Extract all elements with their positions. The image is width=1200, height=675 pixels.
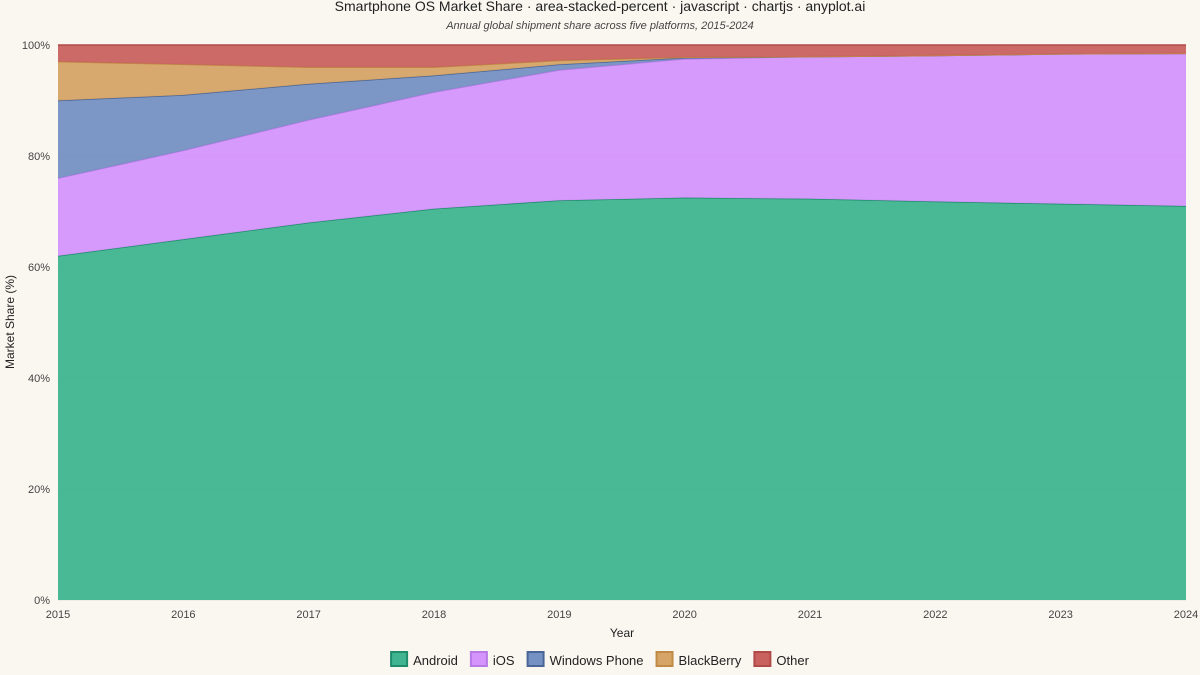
y-tick-label: 100% xyxy=(22,40,50,52)
x-tick-label: 2023 xyxy=(1048,609,1072,621)
legend-label: BlackBerry xyxy=(679,653,742,668)
x-tick-label: 2019 xyxy=(547,609,571,621)
area-other xyxy=(58,45,1186,68)
legend-label: Windows Phone xyxy=(550,653,644,668)
area-android xyxy=(58,197,1186,600)
legend-swatch xyxy=(655,651,674,667)
y-tick-label: 60% xyxy=(28,262,50,274)
x-tick-label: 2015 xyxy=(46,609,70,621)
legend-swatch xyxy=(526,651,545,667)
x-axis-label: Year xyxy=(610,626,634,640)
legend-label: Android xyxy=(413,653,458,668)
area-blackberry xyxy=(58,53,1186,101)
x-tick-label: 2017 xyxy=(296,609,320,621)
chart-title: Smartphone OS Market Share · area-stacke… xyxy=(335,0,866,14)
y-axis-label: Market Share (%) xyxy=(3,275,17,369)
legend-item-ios[interactable]: iOS xyxy=(469,651,515,668)
y-tick-label: 40% xyxy=(28,373,50,385)
area-ios xyxy=(58,53,1186,256)
legend-swatch xyxy=(390,651,409,667)
x-tick-label: 2018 xyxy=(422,609,446,621)
x-tick-label: 2020 xyxy=(672,609,696,621)
x-axis-ticks: 2015 2016 2017 2018 2019 2020 2021 2022 2023 2024 xyxy=(46,609,1198,621)
plot-area xyxy=(57,44,1187,600)
legend-item-windows-phone[interactable]: Windows Phone xyxy=(526,651,644,668)
legend-label: Other xyxy=(776,653,809,668)
x-tick-label: 2024 xyxy=(1174,609,1198,621)
x-tick-label: 2016 xyxy=(171,609,195,621)
legend-label: iOS xyxy=(493,653,515,668)
y-tick-label: 20% xyxy=(28,484,50,496)
x-tick-label: 2021 xyxy=(798,609,822,621)
legend-item-blackberry[interactable]: BlackBerry xyxy=(655,651,742,668)
legend[interactable]: Android iOS Windows Phone BlackBerry Other xyxy=(390,651,810,668)
legend-swatch xyxy=(469,651,488,667)
legend-item-android[interactable]: Android xyxy=(390,651,458,668)
x-tick-label: 2022 xyxy=(923,609,947,621)
y-axis-ticks: 0% 20% 40% 60% 80% 100% xyxy=(22,40,50,607)
legend-item-other[interactable]: Other xyxy=(753,651,810,668)
chart-subtitle: Annual global shipment share across five… xyxy=(445,20,754,32)
legend-swatch xyxy=(753,651,772,667)
y-tick-label: 0% xyxy=(34,595,50,607)
y-tick-label: 80% xyxy=(28,151,50,163)
area-windows-phone xyxy=(58,53,1186,179)
